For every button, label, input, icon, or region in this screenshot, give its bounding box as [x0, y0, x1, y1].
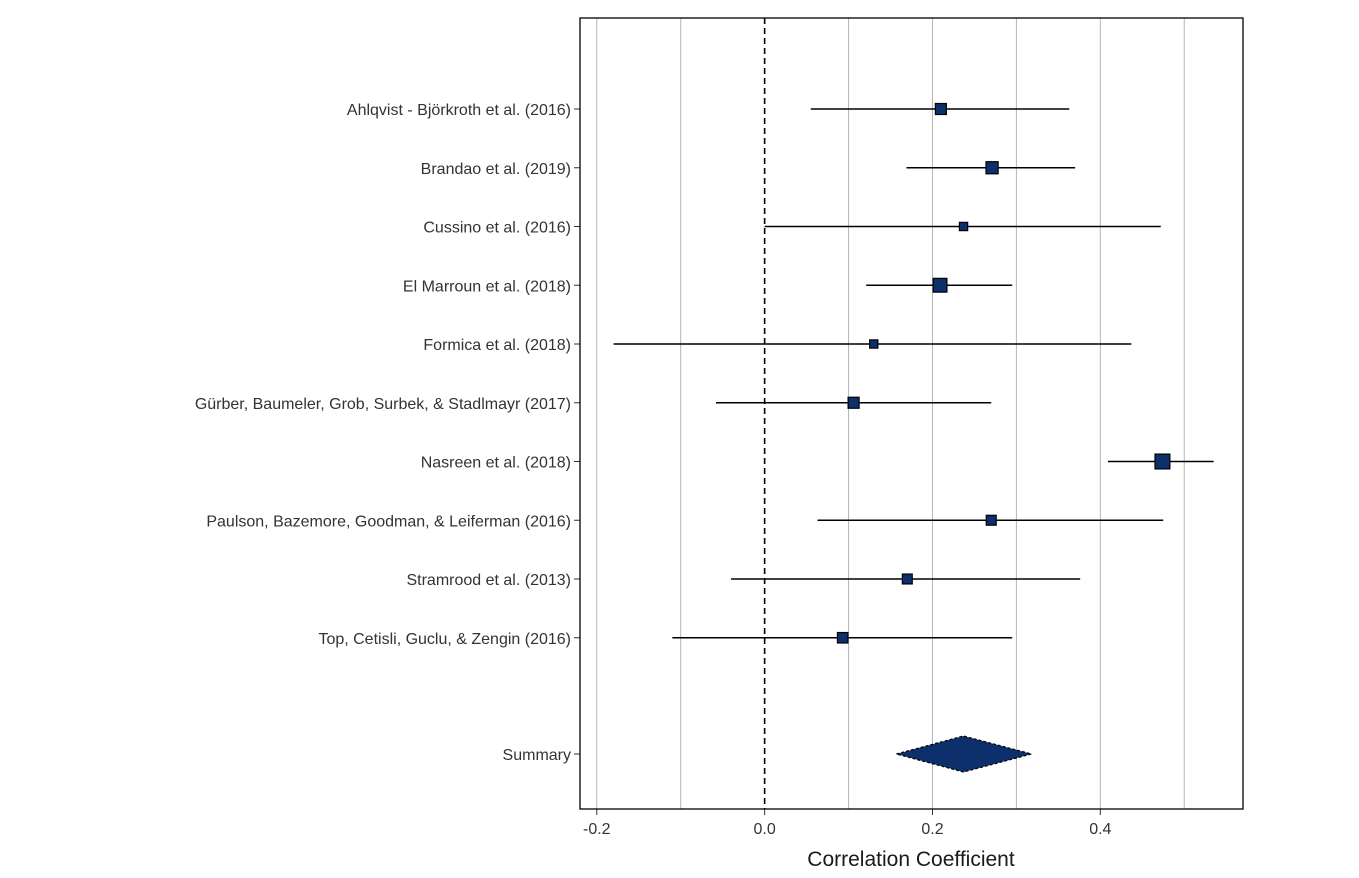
study-label: Stramrood et al. (2013) — [406, 572, 571, 589]
study-label: El Marroun et al. (2018) — [403, 278, 571, 295]
point-estimate-marker — [934, 102, 947, 116]
study-label: Gürber, Baumeler, Grob, Surbek, & Stadlm… — [195, 396, 571, 413]
study-label: Paulson, Bazemore, Goodman, & Leiferman … — [206, 513, 571, 530]
study-label: Brandao et al. (2019) — [421, 161, 571, 178]
study-label: Ahlqvist - Björkroth et al. (2016) — [347, 102, 571, 119]
point-estimate-marker — [1154, 453, 1171, 470]
studies-group — [613, 102, 1214, 644]
study-label: Nasreen et al. (2018) — [421, 455, 571, 472]
x-tick-label: 0.2 — [921, 821, 943, 838]
point-estimate-marker — [985, 161, 999, 175]
plot-panel-border — [579, 17, 1244, 810]
point-estimate-marker — [869, 339, 879, 349]
summary-label: Summary — [503, 747, 571, 764]
point-estimate-marker — [836, 631, 849, 644]
study-label: Cussino et al. (2016) — [423, 220, 571, 237]
point-estimate-marker — [901, 573, 913, 585]
point-estimate-marker — [932, 277, 948, 293]
study-label: Formica et al. (2018) — [423, 337, 571, 354]
x-tick-label: 0.4 — [1089, 821, 1111, 838]
point-estimate-marker — [985, 514, 997, 526]
gridlines — [596, 18, 1185, 809]
point-estimate-marker — [958, 221, 969, 232]
summary-diamond — [894, 735, 1034, 773]
x-axis-ticks: -0.2 0.0 0.2 0.4 — [583, 809, 1112, 838]
y-axis-labels: Ahlqvist - Björkroth et al. (2016) Branda… — [195, 102, 580, 764]
x-axis-title: Correlation Coefficient — [807, 848, 1015, 871]
x-tick-label: 0.0 — [754, 821, 776, 838]
point-estimate-marker — [847, 396, 860, 409]
study-label: Top, Cetisli, Guclu, & Zengin (2016) — [318, 631, 571, 648]
x-tick-label: -0.2 — [583, 821, 611, 838]
summary-group — [894, 735, 1034, 773]
